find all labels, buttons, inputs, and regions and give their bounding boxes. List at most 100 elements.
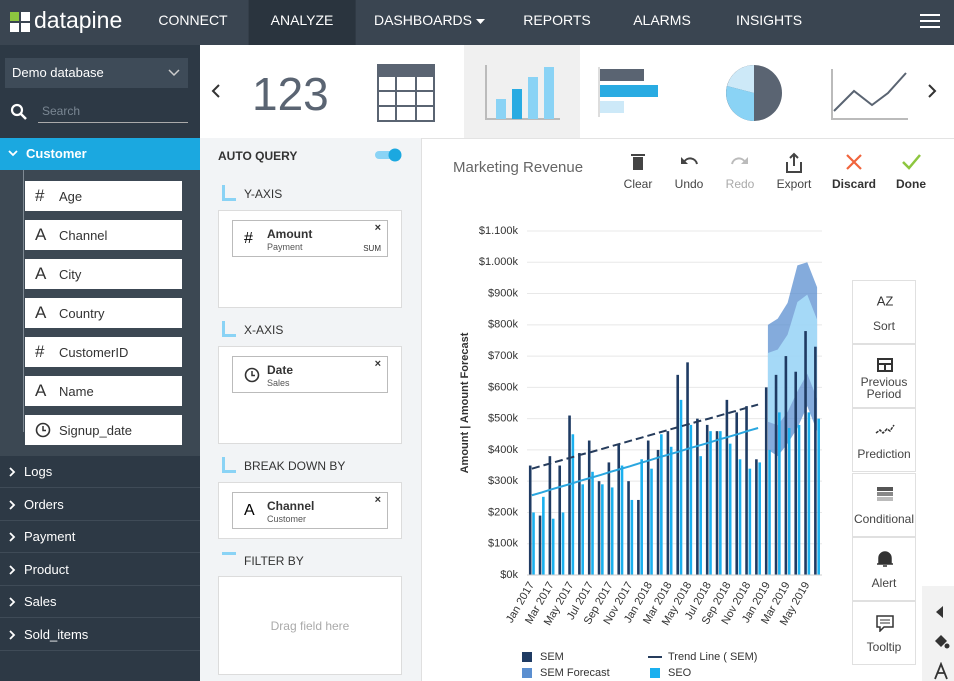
bar [728,443,732,575]
toolbar-icon [902,154,921,170]
line-widget[interactable] [830,67,910,121]
field-item[interactable]: A Channel [25,220,182,250]
hbar-widget[interactable] [598,67,660,119]
field-item[interactable]: # Age [25,181,182,211]
group-row[interactable]: Payment [0,521,200,554]
bar [709,431,712,575]
field-item[interactable]: # CustomerID [25,337,182,367]
database-select[interactable]: Demo database [5,58,188,88]
nav-item[interactable]: ALARMS [611,0,713,45]
nav-label: ALARMS [633,12,691,28]
legend-label: SEM [540,651,564,663]
toolbar-button[interactable]: Export [764,152,824,191]
clock [35,422,51,438]
chevron [9,499,16,510]
bar [548,456,552,575]
bar [620,465,624,575]
side-tool[interactable]: Conditional [852,472,916,537]
side-tool[interactable]: Previous Period [852,344,916,409]
section-icon [222,457,236,473]
toolbar-button[interactable]: Done [881,152,941,191]
group-row[interactable]: Product [0,554,200,586]
field-name: Date [267,363,294,377]
field-icon: A [35,303,47,322]
field-card[interactable]: # Amount Payment SUM × [232,220,388,257]
database-name: Demo database [12,65,104,80]
pie-widget[interactable] [724,63,784,123]
nav-item[interactable]: REPORTS [501,0,612,45]
search-placeholder: Search [42,104,81,118]
legend-label: Trend Line ( SEM) [668,651,757,663]
side-tool[interactable]: Alert [852,536,916,601]
bar [542,496,545,575]
bar [686,362,689,575]
tool-icon [877,486,893,501]
y-tick-label: $600k [488,381,518,393]
toolbar-button[interactable]: Redo [710,152,770,191]
collapse-arrow[interactable] [936,606,944,618]
bar [705,424,709,575]
group-row[interactable]: Logs [0,456,200,488]
chevron [168,69,180,77]
remove-icon[interactable]: × [374,222,381,234]
bar [817,418,820,575]
forecast-inner [767,294,818,426]
field-item[interactable]: A Country [25,298,182,328]
font-icon[interactable] [933,662,949,680]
bar [558,465,562,575]
number-widget[interactable]: 123 [252,68,329,120]
side-tool[interactable]: Tooltip [852,601,916,665]
section-title: FILTER BY [244,554,304,568]
bar [784,356,788,575]
group-header-open[interactable]: Customer [0,138,200,170]
field-source: Payment [267,242,303,252]
group-row[interactable]: Sold_items [0,619,200,651]
bar [597,481,601,575]
bar [764,387,768,575]
field-card[interactable]: A Channel Customer × [232,492,388,529]
side-tool[interactable]: Prediction [852,408,916,473]
side-tool[interactable]: AZ Sort [852,280,916,344]
remove-icon[interactable]: × [374,494,381,506]
y-tick-label: $1.100k [479,225,519,237]
tool-label: Previous Period [860,375,908,402]
field-item[interactable]: Signup_date [25,415,182,445]
nav-item[interactable]: DASHBOARDS [352,0,508,45]
field-item[interactable]: A City [25,259,182,289]
auto-query-toggle[interactable] [375,148,403,162]
nav-label: DASHBOARDS [373,12,473,28]
search-input[interactable]: Search [38,101,188,123]
field-name: Name [59,384,94,399]
field-icon: A [35,264,47,283]
toolbar-button[interactable]: Discard [824,152,884,191]
toolbar-button[interactable]: Clear [608,152,668,191]
drop-box: A Channel Customer × [218,482,402,539]
table-widget[interactable] [376,63,436,123]
bar [627,481,630,575]
legend-swatch [522,652,532,662]
bar [551,518,555,575]
toolbar-label: Undo [674,177,704,191]
prev-arrow[interactable] [210,83,222,99]
group-row[interactable]: Sales [0,586,200,619]
next-arrow[interactable] [926,83,938,99]
menu-icon[interactable] [920,13,940,29]
bar [587,440,591,575]
auto-query-label: AUTO QUERY [218,149,298,163]
drop-box: Drag field here [218,576,402,675]
nav-item[interactable]: INSIGHTS [714,0,824,45]
paint-icon[interactable] [932,632,950,650]
bar-widget-selected[interactable] [464,45,580,138]
legend-label: SEM Forecast [540,667,610,679]
field-item[interactable]: A Name [25,376,182,406]
nav-item[interactable]: CONNECT [136,0,249,45]
remove-icon[interactable]: × [374,358,381,370]
nav-item[interactable]: ANALYZE [248,0,356,47]
group-row[interactable]: Orders [0,489,200,521]
field-icon: A [35,381,47,400]
field-agg: SUM [363,244,381,253]
field-card[interactable]: Date Sales × [232,356,388,393]
toolbar-button[interactable]: Undo [659,152,719,191]
bar [617,443,621,575]
bar [660,434,663,575]
